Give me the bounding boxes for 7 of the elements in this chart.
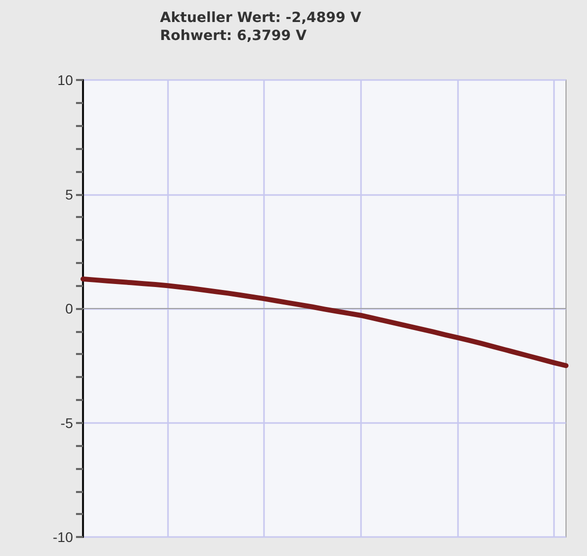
chart-subtitle: Rohwert: 6,3799 V [160,28,307,44]
y-tick-label: -10 [52,529,74,545]
y-tick-label: 5 [65,186,74,202]
y-tick-label: -5 [60,414,74,431]
y-tick-label: 10 [57,72,74,88]
chart-title: Aktueller Wert: -2,4899 V [160,10,362,26]
y-tick-label: 0 [65,300,74,316]
